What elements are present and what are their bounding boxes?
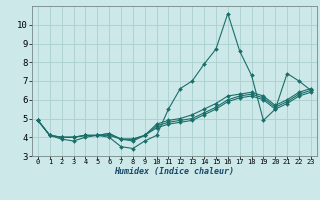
X-axis label: Humidex (Indice chaleur): Humidex (Indice chaleur) — [115, 167, 234, 176]
